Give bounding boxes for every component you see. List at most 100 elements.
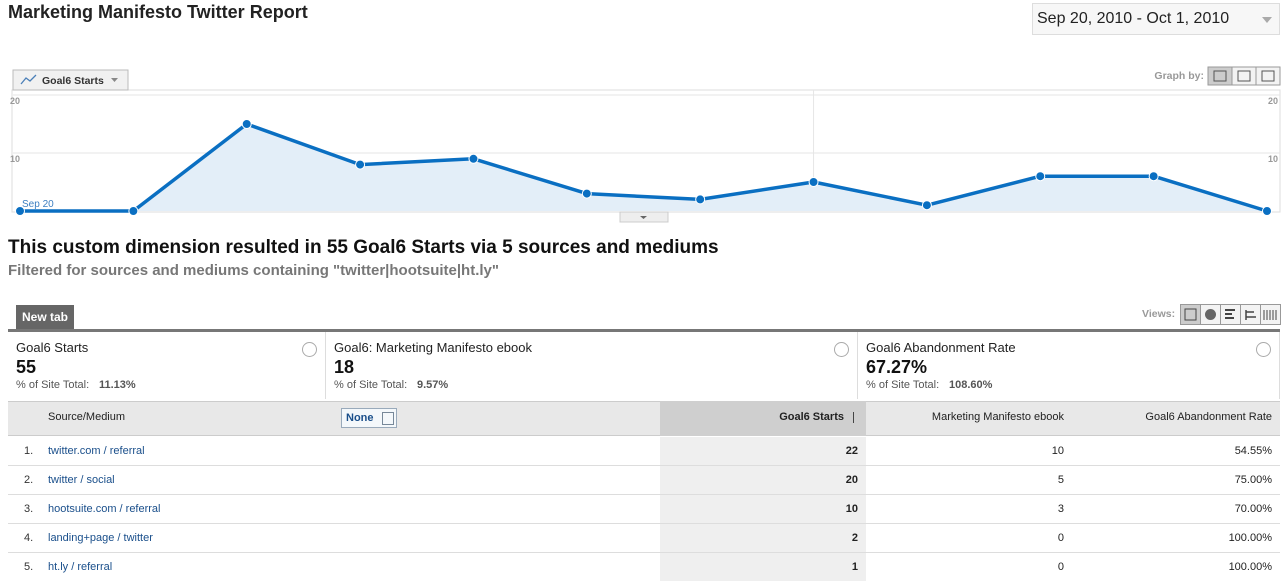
help-icon[interactable]	[302, 342, 317, 357]
cell: 0	[1057, 561, 1064, 573]
icon	[1237, 70, 1251, 82]
source-link[interactable]: ht.ly / referral	[48, 561, 113, 573]
cell: 10	[1051, 445, 1064, 457]
site-total: 9.57%	[417, 379, 449, 391]
cell: 54.55%	[1234, 445, 1272, 457]
source-link[interactable]: hootsuite.com / referral	[48, 503, 161, 515]
table-row	[8, 553, 1280, 581]
cell: 2	[851, 532, 858, 544]
cell: 22	[845, 445, 858, 457]
point[interactable]	[1148, 171, 1159, 182]
site-total: 108.60%	[949, 379, 993, 391]
x-tick-label: Sep 20	[22, 199, 54, 210]
cell: 70.00%	[1234, 503, 1272, 515]
point[interactable]	[1262, 206, 1272, 216]
resize-arrow	[640, 216, 647, 219]
row-number: 1.	[24, 445, 34, 457]
column-header[interactable]: Goal6 Starts	[779, 411, 844, 423]
column-header[interactable]: Source/Medium	[48, 411, 126, 423]
date-picker[interactable]: Sep 20, 2010 - Oct 1, 2010	[1032, 3, 1280, 35]
site-total-label: % of Site Total:	[334, 379, 408, 391]
row-number: 3.	[24, 503, 34, 515]
line	[20, 122, 1268, 213]
cell: 5	[1057, 474, 1064, 486]
cell: 100.00%	[1228, 532, 1272, 544]
point[interactable]	[241, 119, 252, 129]
graph-by-day[interactable]	[1207, 66, 1233, 86]
metric-box: Goal6: Marketing Manifesto ebook 18 % of S…	[326, 332, 858, 399]
cell: 100.00%	[1228, 561, 1272, 573]
y-tick-label: 10	[10, 154, 20, 164]
sorted-cell	[660, 466, 866, 494]
point[interactable]	[808, 177, 819, 187]
sort-arrow	[853, 412, 854, 423]
cell: 75.00%	[1234, 474, 1272, 486]
y-tick-label: 10	[1268, 154, 1278, 164]
icon	[1261, 70, 1275, 82]
cell: 3	[1057, 503, 1064, 515]
row-number: 2.	[24, 474, 34, 486]
metric-tab[interactable]	[12, 69, 129, 91]
point[interactable]	[1035, 171, 1046, 182]
view-buttons[interactable]	[1180, 304, 1281, 326]
table-row	[8, 524, 1280, 553]
site-total-label: % of Site Total:	[16, 379, 90, 391]
point[interactable]	[581, 188, 592, 199]
secondary-dimension-value[interactable]: None	[346, 412, 374, 424]
cell: 10	[845, 503, 858, 515]
metric-box: Goal6 Abandonment Rate 67.27% % of Site To…	[858, 332, 1280, 399]
date-range[interactable]: Sep 20, 2010 - Oct 1, 2010	[1037, 10, 1230, 27]
metric-name: Goal6 Abandonment Rate	[866, 340, 1016, 355]
cell: 0	[1057, 532, 1064, 544]
help-icon[interactable]	[1256, 342, 1271, 357]
sorted-cell	[660, 495, 866, 523]
source-link[interactable]: landing+page / twitter	[48, 532, 153, 544]
table-row	[8, 495, 1280, 524]
y-tick-label: 20	[1268, 96, 1278, 106]
sorted-cell	[660, 524, 866, 552]
metric-box: Goal6 Starts 55 % of Site Total: 11.13%	[8, 332, 326, 399]
filter-note: Filtered for sources and mediums contain…	[8, 262, 500, 279]
sorted-cell	[660, 437, 866, 465]
metric-label[interactable]: Goal6 Starts	[42, 75, 104, 87]
point[interactable]	[15, 206, 25, 216]
tab[interactable]: New tab	[16, 305, 74, 329]
help-icon[interactable]	[834, 342, 849, 357]
graph-by-month[interactable]	[1255, 66, 1281, 86]
metric-value: 55	[16, 357, 37, 377]
report-title: Marketing Manifesto Twitter Report	[8, 2, 308, 22]
line-icon	[20, 74, 37, 85]
metric-value: 18	[334, 357, 355, 377]
sorted-cell	[660, 553, 866, 581]
point[interactable]	[921, 200, 932, 211]
site-total-label: % of Site Total:	[866, 379, 940, 391]
source-link[interactable]: twitter.com / referral	[48, 445, 145, 457]
date-arrow	[1262, 17, 1272, 23]
point[interactable]	[128, 206, 139, 216]
cell: 20	[845, 474, 858, 486]
area	[20, 124, 1267, 211]
y-tick-label: 20	[10, 96, 20, 106]
metric-name: Goal6 Starts	[16, 340, 89, 355]
table-header	[8, 401, 1280, 436]
row-number: 5.	[24, 561, 34, 573]
source-link[interactable]: twitter / social	[48, 474, 115, 486]
point[interactable]	[695, 194, 706, 205]
site-total: 11.13%	[99, 379, 136, 391]
tab-rule	[8, 329, 1280, 332]
metric-value: 67.27%	[866, 357, 928, 377]
secondary-dimension[interactable]: None	[341, 408, 397, 428]
graph-by-week[interactable]	[1231, 66, 1257, 86]
row-number: 4.	[24, 532, 34, 544]
graph-by-label: Graph by:	[1154, 70, 1204, 82]
point[interactable]	[355, 159, 366, 170]
sorted-column-header	[660, 401, 866, 436]
dropdown-arrow	[111, 78, 118, 82]
headline: This custom dimension resulted in 55 Goa…	[8, 237, 719, 258]
column-header[interactable]: Goal6 Abandonment Rate	[1145, 411, 1272, 423]
column-header[interactable]: Marketing Manifesto ebook	[931, 411, 1064, 423]
point[interactable]	[468, 153, 479, 164]
cell: 1	[851, 561, 858, 573]
